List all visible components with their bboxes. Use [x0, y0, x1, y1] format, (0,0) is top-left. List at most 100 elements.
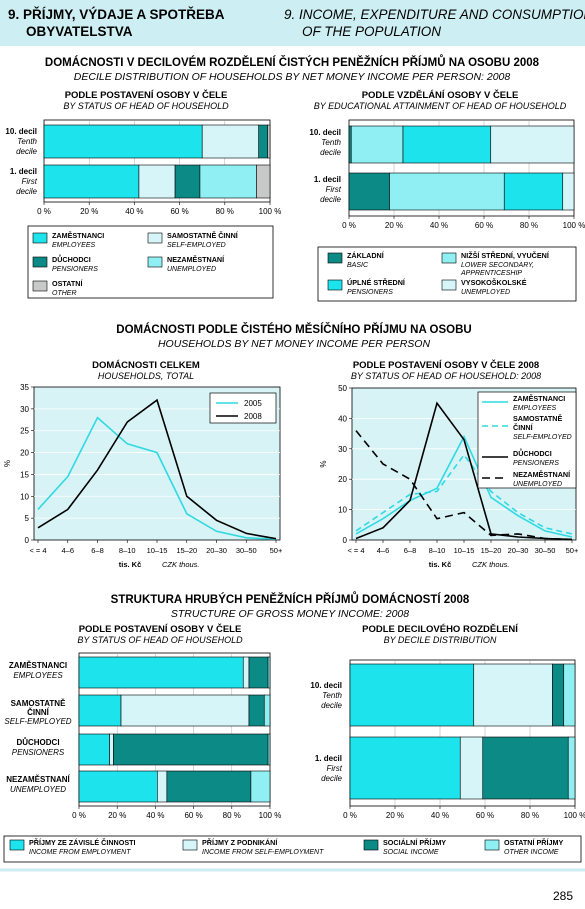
- households-total-xtick-label: 6–8: [91, 546, 104, 555]
- households-status-ylabel: %: [319, 460, 328, 467]
- education-decile-xtick-label: 60 %: [475, 221, 493, 230]
- header-title-cz-1: 9. PŘÍJMY, VÝDAJE A SPOTŘEBA: [8, 7, 225, 22]
- status-decile-xtick-label: 100 %: [259, 207, 282, 216]
- status-decile-legend-swatch: [147, 232, 163, 244]
- education-decile-legend-name-en: LOWER SECONDARY,: [461, 262, 534, 269]
- households-status-ytick-label: 0: [343, 536, 348, 545]
- category-label-en: decile: [321, 701, 342, 710]
- category-label-en: Tenth: [17, 137, 37, 146]
- income-structure-status-legend-name-en: INCOME FROM SELF-EMPLOYMENT: [202, 849, 324, 856]
- education-decile-bar-1-2: [503, 172, 564, 211]
- households-total-series-line-0: [37, 416, 277, 540]
- header-title-en-1: 9. INCOME, EXPENDITURE AND CONSUMPTION: [284, 7, 585, 22]
- income-structure-status-subtitle: BY STATUS OF HEAD OF HOUSEHOLD: [77, 635, 243, 645]
- households-total-ytick-label: 35: [20, 383, 29, 392]
- income-structure-status-legend-name: PŘÍJMY ZE ZÁVISLÉ ČINNOSTI: [29, 838, 136, 847]
- category-label-en: First: [21, 177, 37, 186]
- income-structure-status-legend-swatch: [484, 839, 500, 851]
- households-status-legend-name-en: UNEMPLOYED: [513, 481, 562, 488]
- income-structure-decile-title: PODLE DECILOVÉHO ROZDĚLENÍ: [362, 623, 518, 635]
- households-total-subtitle: HOUSEHOLDS, TOTAL: [98, 371, 194, 381]
- income-structure-status-bar-3-0: [78, 770, 158, 803]
- status-decile-subtitle: BY STATUS OF HEAD OF HOUSEHOLD: [63, 101, 229, 111]
- households-status-series-line-3: [355, 430, 573, 541]
- households-status-legend-name-en: PENSIONERS: [513, 460, 559, 467]
- households-status-ytick-label: 50: [338, 384, 347, 393]
- income-structure-decile-xtick-label: 80 %: [521, 811, 539, 820]
- income-structure-status-legend-name-en: INCOME FROM EMPLOYMENT: [29, 849, 131, 856]
- education-decile-legend-name-en: BASIC: [347, 262, 369, 269]
- category-label: 1. decil: [10, 167, 37, 176]
- status-decile-xtick-label: 80 %: [216, 207, 234, 216]
- income-structure-status-bar-2-2: [113, 733, 269, 766]
- households-status-ytick-label: 20: [338, 475, 347, 484]
- status-decile-legend-name-en: EMPLOYEES: [52, 242, 96, 249]
- education-decile-subtitle: BY EDUCATIONAL ATTAINMENT OF HEAD OF HOU…: [314, 101, 567, 111]
- education-decile-legend-name-en: APPRENTICESHIP: [460, 270, 522, 277]
- households-total-legend-name: 2008: [244, 412, 262, 421]
- income-structure-decile-xtick-label: 40 %: [431, 811, 449, 820]
- income-structure-status-bar-1-3: [263, 694, 271, 727]
- households-total-ytick-label: 20: [20, 449, 29, 458]
- category-label-en: decile: [321, 774, 342, 783]
- status-decile-xtick-label: 0 %: [37, 207, 51, 216]
- households-status-xtick-label: 8–10: [429, 546, 446, 555]
- households-total-legend: [209, 392, 277, 424]
- status-decile-bar-1-0: [43, 164, 140, 199]
- status-decile-bar-1-1: [138, 164, 176, 199]
- education-decile-xtick-label: 40 %: [430, 221, 448, 230]
- income-structure-decile-bar-0-3: [563, 663, 576, 727]
- income-structure-status-xtick-label: 100 %: [259, 811, 282, 820]
- households-status-ytick-label: 30: [338, 445, 347, 454]
- education-decile-bar-1-3: [562, 172, 575, 211]
- households-status-series-line-2: [355, 401, 573, 541]
- category-label: 1. decil: [315, 754, 342, 763]
- income-structure-status-bar-1-0: [78, 694, 122, 727]
- header-title-en-2: OF THE POPULATION: [302, 24, 441, 39]
- income-structure-status-legend-swatch: [182, 839, 198, 851]
- income-structure-decile-xtick-label: 0 %: [343, 811, 357, 820]
- households-status-xtick-label: 15–20: [481, 546, 502, 555]
- households-total-xlabel-en: CZK thous.: [162, 560, 200, 569]
- households-status-title: PODLE POSTAVENÍ OSOBY V ČELE 2008: [353, 359, 539, 371]
- households-total-xtick-label: 10–15: [147, 546, 168, 555]
- income-structure-decile-bar-1-3: [567, 736, 576, 800]
- header-band: [0, 0, 585, 46]
- category-label: NEZAMĚSTNANÍ: [6, 775, 70, 784]
- education-decile-legend-name-en: UNEMPLOYED: [461, 289, 510, 296]
- households-status-legend-name: DŮCHODCI: [513, 448, 552, 458]
- households-status-subtitle: BY STATUS OF HEAD OF HOUSEHOLD: 2008: [351, 371, 541, 381]
- education-decile-legend-name: VYSOKOŠKOLSKÉ: [461, 278, 527, 287]
- households-status-legend-name: NEZAMĚSTNANÍ: [513, 470, 571, 479]
- households-status-xtick-label: 30–50: [535, 546, 556, 555]
- education-decile-xtick-label: 80 %: [520, 221, 538, 230]
- education-decile-title: PODLE VZDĚLÁNÍ OSOBY V ČELE: [362, 89, 519, 101]
- income-structure-status-legend-name: PŘÍJMY Z PODNIKÁNÍ: [202, 838, 278, 847]
- category-label-en: First: [326, 764, 342, 773]
- category-label-en: Tenth: [322, 691, 342, 700]
- status-decile-legend-name: SAMOSTATNĚ ČINNÍ: [167, 231, 239, 240]
- households-total-xtick-label: 20–30: [206, 546, 227, 555]
- households-total-xtick-label: 50+: [270, 546, 283, 555]
- households-total-xtick-label: < = 4: [29, 546, 46, 555]
- households-total-xtick-label: 30–50: [236, 546, 257, 555]
- households-status-xtick-label: < = 4: [347, 546, 364, 555]
- income-structure-status-bar-3-3: [250, 770, 271, 803]
- income-structure-decile-bar-1-2: [482, 736, 569, 800]
- households-total-ytick-label: 15: [20, 470, 29, 479]
- income-structure-decile-bar-0-2: [552, 663, 565, 727]
- income-structure-status-xtick-label: 40 %: [146, 811, 164, 820]
- income-structure-status-bar-2-0: [78, 733, 110, 766]
- income-structure-status-legend-name-en: SOCIAL INCOME: [383, 849, 439, 856]
- households-total-xtick-label: 8–10: [119, 546, 136, 555]
- category-label-en: decile: [16, 187, 37, 196]
- status-decile-legend-name: OSTATNÍ: [52, 279, 83, 288]
- households-status-legend-name: SAMOSTATNĚ: [513, 414, 562, 423]
- status-decile-legend-swatch: [32, 232, 48, 244]
- category-label-en: decile: [320, 148, 341, 157]
- income-structure-status-bar-1-2: [248, 694, 265, 727]
- income-structure-decile-bar-1-1: [459, 736, 484, 800]
- income-structure-decile-xtick-label: 60 %: [476, 811, 494, 820]
